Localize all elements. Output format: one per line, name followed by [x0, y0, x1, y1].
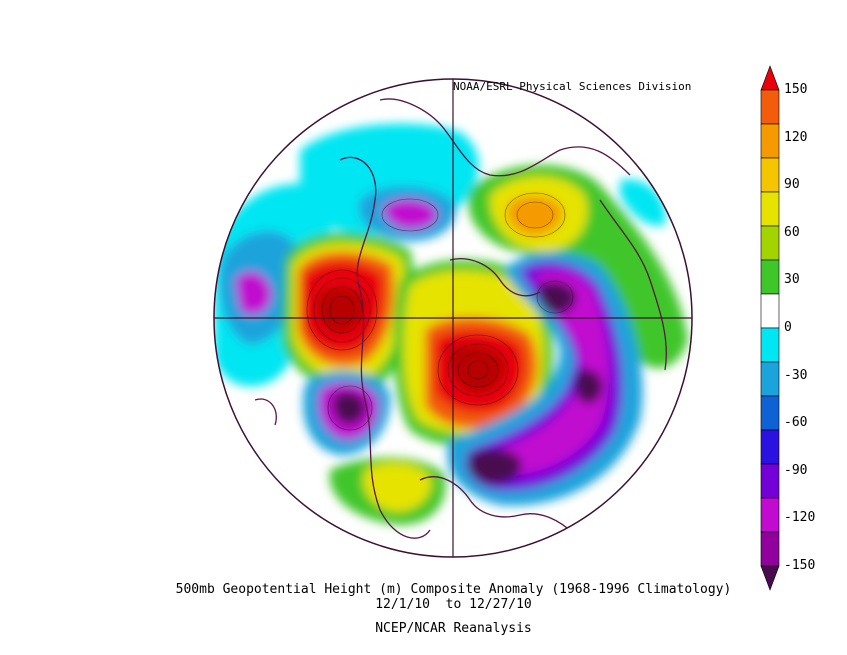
colorbar-segment: [760, 531, 780, 567]
yellow-field-south: [363, 462, 432, 512]
darkpurple-low-south: [468, 449, 522, 485]
colorbar-tick-label: 60: [784, 224, 800, 240]
colorbar: [760, 65, 780, 591]
anomaly-fields: [214, 79, 692, 557]
colorbar-tick-label: 90: [784, 177, 800, 193]
colorbar-segment: [760, 157, 780, 193]
caption-source: NCEP/NCAR Reanalysis: [375, 621, 532, 636]
orange-high-northeast: [507, 195, 563, 236]
magenta-field-east: [485, 270, 610, 476]
colorbar-tick-label: 30: [784, 272, 800, 288]
colorbar-segment: [760, 89, 780, 125]
credit-label: NOAA/ESRL Physical Sciences Division: [453, 80, 692, 93]
colorbar-segment: [760, 463, 780, 499]
darkred-core-west: [316, 286, 366, 333]
colorbar-tick-label: -120: [784, 510, 816, 526]
colorbar-tick-label: 150: [784, 82, 808, 97]
colorbar-segment: [760, 259, 780, 295]
colorbar-segment: [760, 497, 780, 533]
darkpurple-low-east-north: [538, 281, 576, 314]
colorbar-tick-label: -60: [784, 415, 808, 431]
cyan-field-northeast: [620, 179, 666, 226]
colorbar-tick-label: 120: [784, 129, 808, 145]
contour-lines: [306, 192, 574, 431]
colorbar-segment: [760, 293, 780, 329]
colorbar-top-arrow: [760, 65, 780, 91]
darkpurple-low-southwest: [333, 391, 366, 425]
colorbar-segment: [760, 123, 780, 159]
colorbar-segment: [760, 429, 780, 465]
colorbar-tick-label: -30: [784, 367, 808, 383]
graticule: [214, 79, 692, 557]
polar-map: [213, 78, 693, 558]
colorbar-tick-label: -90: [784, 462, 808, 478]
colorbar-segment: [760, 327, 780, 363]
colorbar-tick-label: -150: [784, 558, 816, 573]
colorbar-segment: [760, 395, 780, 431]
coastlines: [254, 98, 667, 539]
colorbar-bottom-arrow: [760, 565, 780, 591]
colorbar-tick-label: 0: [784, 320, 792, 335]
colorbar-segment: [760, 361, 780, 397]
darkpurple-low-east-mid: [574, 369, 603, 404]
colorbar-segment: [760, 225, 780, 261]
colorbar-segment: [760, 191, 780, 227]
magenta-low-north: [383, 199, 438, 230]
magenta-field-west: [235, 271, 272, 315]
map-disk-border: [213, 78, 693, 558]
caption-dates: 12/1/10 to 12/27/10: [375, 597, 532, 612]
caption-title: 500mb Geopotential Height (m) Composite …: [175, 582, 732, 597]
